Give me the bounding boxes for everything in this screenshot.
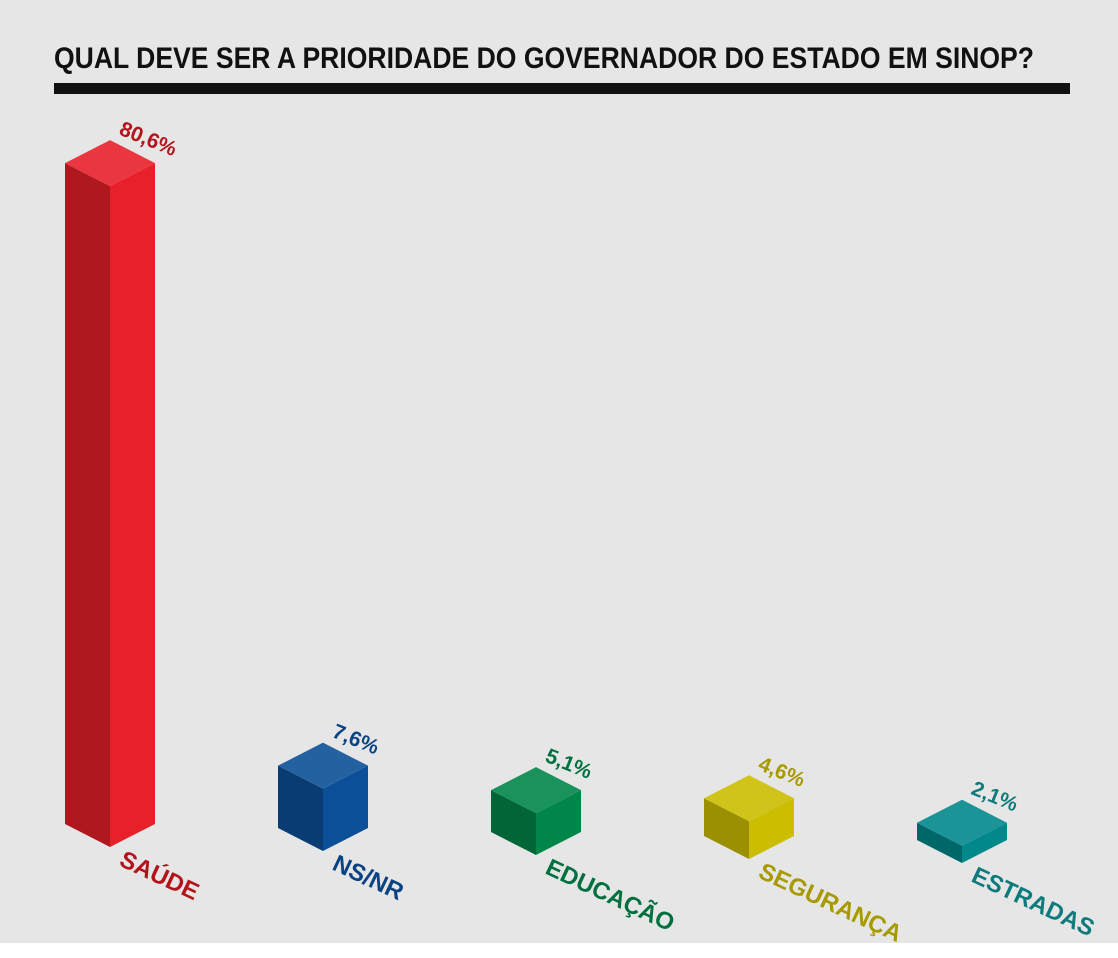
bar-left-face <box>491 790 536 855</box>
bar-top-face <box>65 140 155 187</box>
bar-left-face <box>704 798 749 859</box>
chart-title: QUAL DEVE SER A PRIORIDADE DO GOVERNADOR… <box>54 42 1034 75</box>
bar-right-face <box>962 822 1007 863</box>
bar-right-face <box>323 765 368 851</box>
bar-left-face <box>917 822 962 863</box>
bar-left-face <box>65 163 110 847</box>
title-underline <box>54 83 1070 94</box>
bar-top-face <box>491 767 581 814</box>
bar-top-face <box>704 775 794 822</box>
bar-right-face <box>536 790 581 855</box>
bar-right-face <box>110 163 155 847</box>
bar-right-face <box>749 798 794 859</box>
bar-top-face <box>278 742 368 789</box>
bar-top-face <box>917 799 1007 846</box>
bar-left-face <box>278 765 323 851</box>
